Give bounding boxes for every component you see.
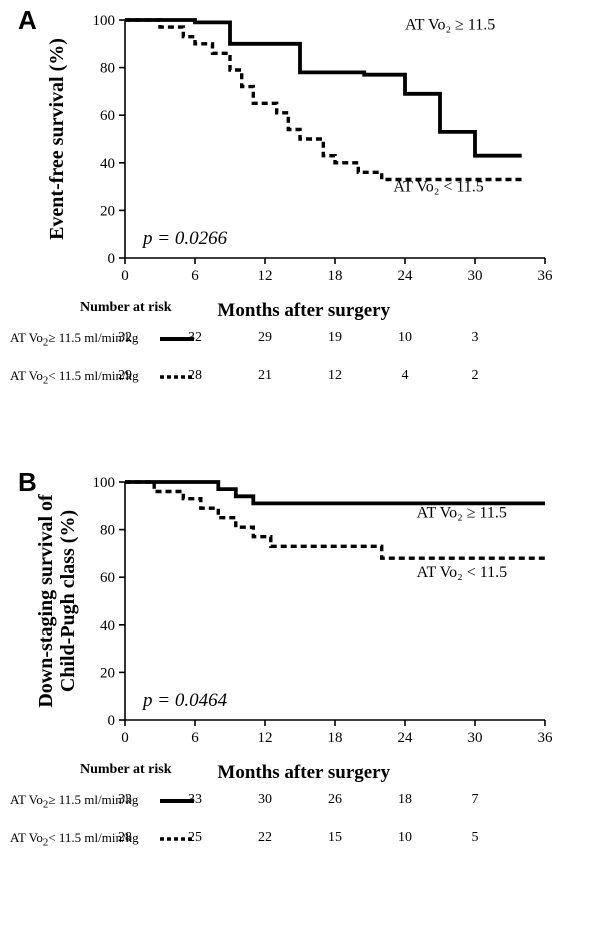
risk-value: 33 (110, 792, 140, 808)
svg-text:6: 6 (191, 268, 199, 284)
risk-header: Number at risk (80, 300, 172, 316)
svg-text:0: 0 (121, 268, 129, 284)
svg-text:AT Vo₂ ≥ 11.5: AT Vo₂ ≥ 11.5 (417, 505, 507, 522)
svg-text:100: 100 (93, 13, 116, 29)
svg-text:24: 24 (398, 730, 414, 746)
risk-value: 32 (110, 330, 140, 346)
svg-text:36: 36 (538, 730, 554, 746)
svg-text:80: 80 (100, 61, 115, 77)
risk-value: 29 (110, 368, 140, 384)
svg-text:24: 24 (398, 268, 414, 284)
risk-value: 12 (320, 368, 350, 384)
risk-value: 5 (460, 830, 490, 846)
svg-text:Event-free survival (%): Event-free survival (%) (46, 38, 68, 240)
panel-a: A 0 20 40 60 80 100 0 6 12 18 24 30 36 Event-free sur… (0, 0, 600, 310)
risk-value: 25 (180, 830, 210, 846)
panel-letter-a: A (18, 5, 37, 36)
svg-text:30: 30 (468, 268, 483, 284)
risk-value: 21 (250, 368, 280, 384)
svg-text:p = 0.0464: p = 0.0464 (141, 690, 228, 711)
panel-b: B 0 20 40 60 80 100 0 6 12 18 24 30 36 Down-staging s… (0, 462, 600, 772)
svg-text:p = 0.0266: p = 0.0266 (141, 228, 228, 249)
svg-text:AT Vo₂ ≥ 11.5: AT Vo₂ ≥ 11.5 (405, 17, 495, 34)
svg-text:AT Vo₂ < 11.5: AT Vo₂ < 11.5 (417, 564, 507, 581)
svg-text:0: 0 (108, 713, 116, 729)
svg-text:40: 40 (100, 156, 115, 172)
svg-text:12: 12 (258, 730, 273, 746)
svg-text:20: 20 (100, 203, 115, 219)
risk-value: 29 (250, 330, 280, 346)
svg-text:60: 60 (100, 570, 115, 586)
svg-text:AT Vo₂ < 11.5: AT Vo₂ < 11.5 (393, 178, 483, 195)
risk-value: 32 (180, 330, 210, 346)
svg-text:0: 0 (108, 251, 116, 267)
risk-value: 10 (390, 830, 420, 846)
x-axis-title: Months after surgery (217, 300, 390, 322)
risk-value: 2 (460, 368, 490, 384)
svg-text:6: 6 (191, 730, 199, 746)
svg-text:Down-staging survival ofChild-: Down-staging survival ofChild-Pugh class… (35, 494, 79, 708)
svg-text:100: 100 (93, 475, 116, 491)
svg-text:80: 80 (100, 523, 115, 539)
svg-text:60: 60 (100, 108, 115, 124)
svg-text:12: 12 (258, 268, 273, 284)
panel-letter-b: B (18, 467, 37, 498)
svg-text:36: 36 (538, 268, 554, 284)
figure-container: A 020406080100061218243036Event-free sur… (0, 0, 600, 926)
risk-table-a: Number at riskMonths after surgeryAT Vo2… (0, 300, 600, 450)
risk-value: 30 (250, 792, 280, 808)
svg-text:0: 0 (121, 730, 129, 746)
risk-value: 22 (250, 830, 280, 846)
risk-value: 33 (180, 792, 210, 808)
risk-value: 7 (460, 792, 490, 808)
risk-header: Number at risk (80, 762, 172, 778)
svg-text:40: 40 (100, 618, 115, 634)
x-axis-title: Months after surgery (217, 762, 390, 784)
svg-text:30: 30 (468, 730, 483, 746)
risk-value: 26 (320, 792, 350, 808)
risk-value: 28 (180, 368, 210, 384)
risk-value: 15 (320, 830, 350, 846)
risk-value: 3 (460, 330, 490, 346)
chart-b-svg: 0 20 40 60 80 100 0 6 12 18 24 30 36 Down-staging sur… (0, 462, 600, 772)
risk-table-b: Number at riskMonths after surgeryAT Vo2… (0, 762, 600, 912)
risk-value: 10 (390, 330, 420, 346)
svg-text:20: 20 (100, 665, 115, 681)
risk-value: 28 (110, 830, 140, 846)
chart-a-svg: 0 20 40 60 80 100 0 6 12 18 24 30 36 Event-free survi… (0, 0, 600, 310)
risk-value: 18 (390, 792, 420, 808)
svg-text:18: 18 (328, 730, 343, 746)
risk-value: 19 (320, 330, 350, 346)
svg-text:18: 18 (328, 268, 343, 284)
risk-value: 4 (390, 368, 420, 384)
